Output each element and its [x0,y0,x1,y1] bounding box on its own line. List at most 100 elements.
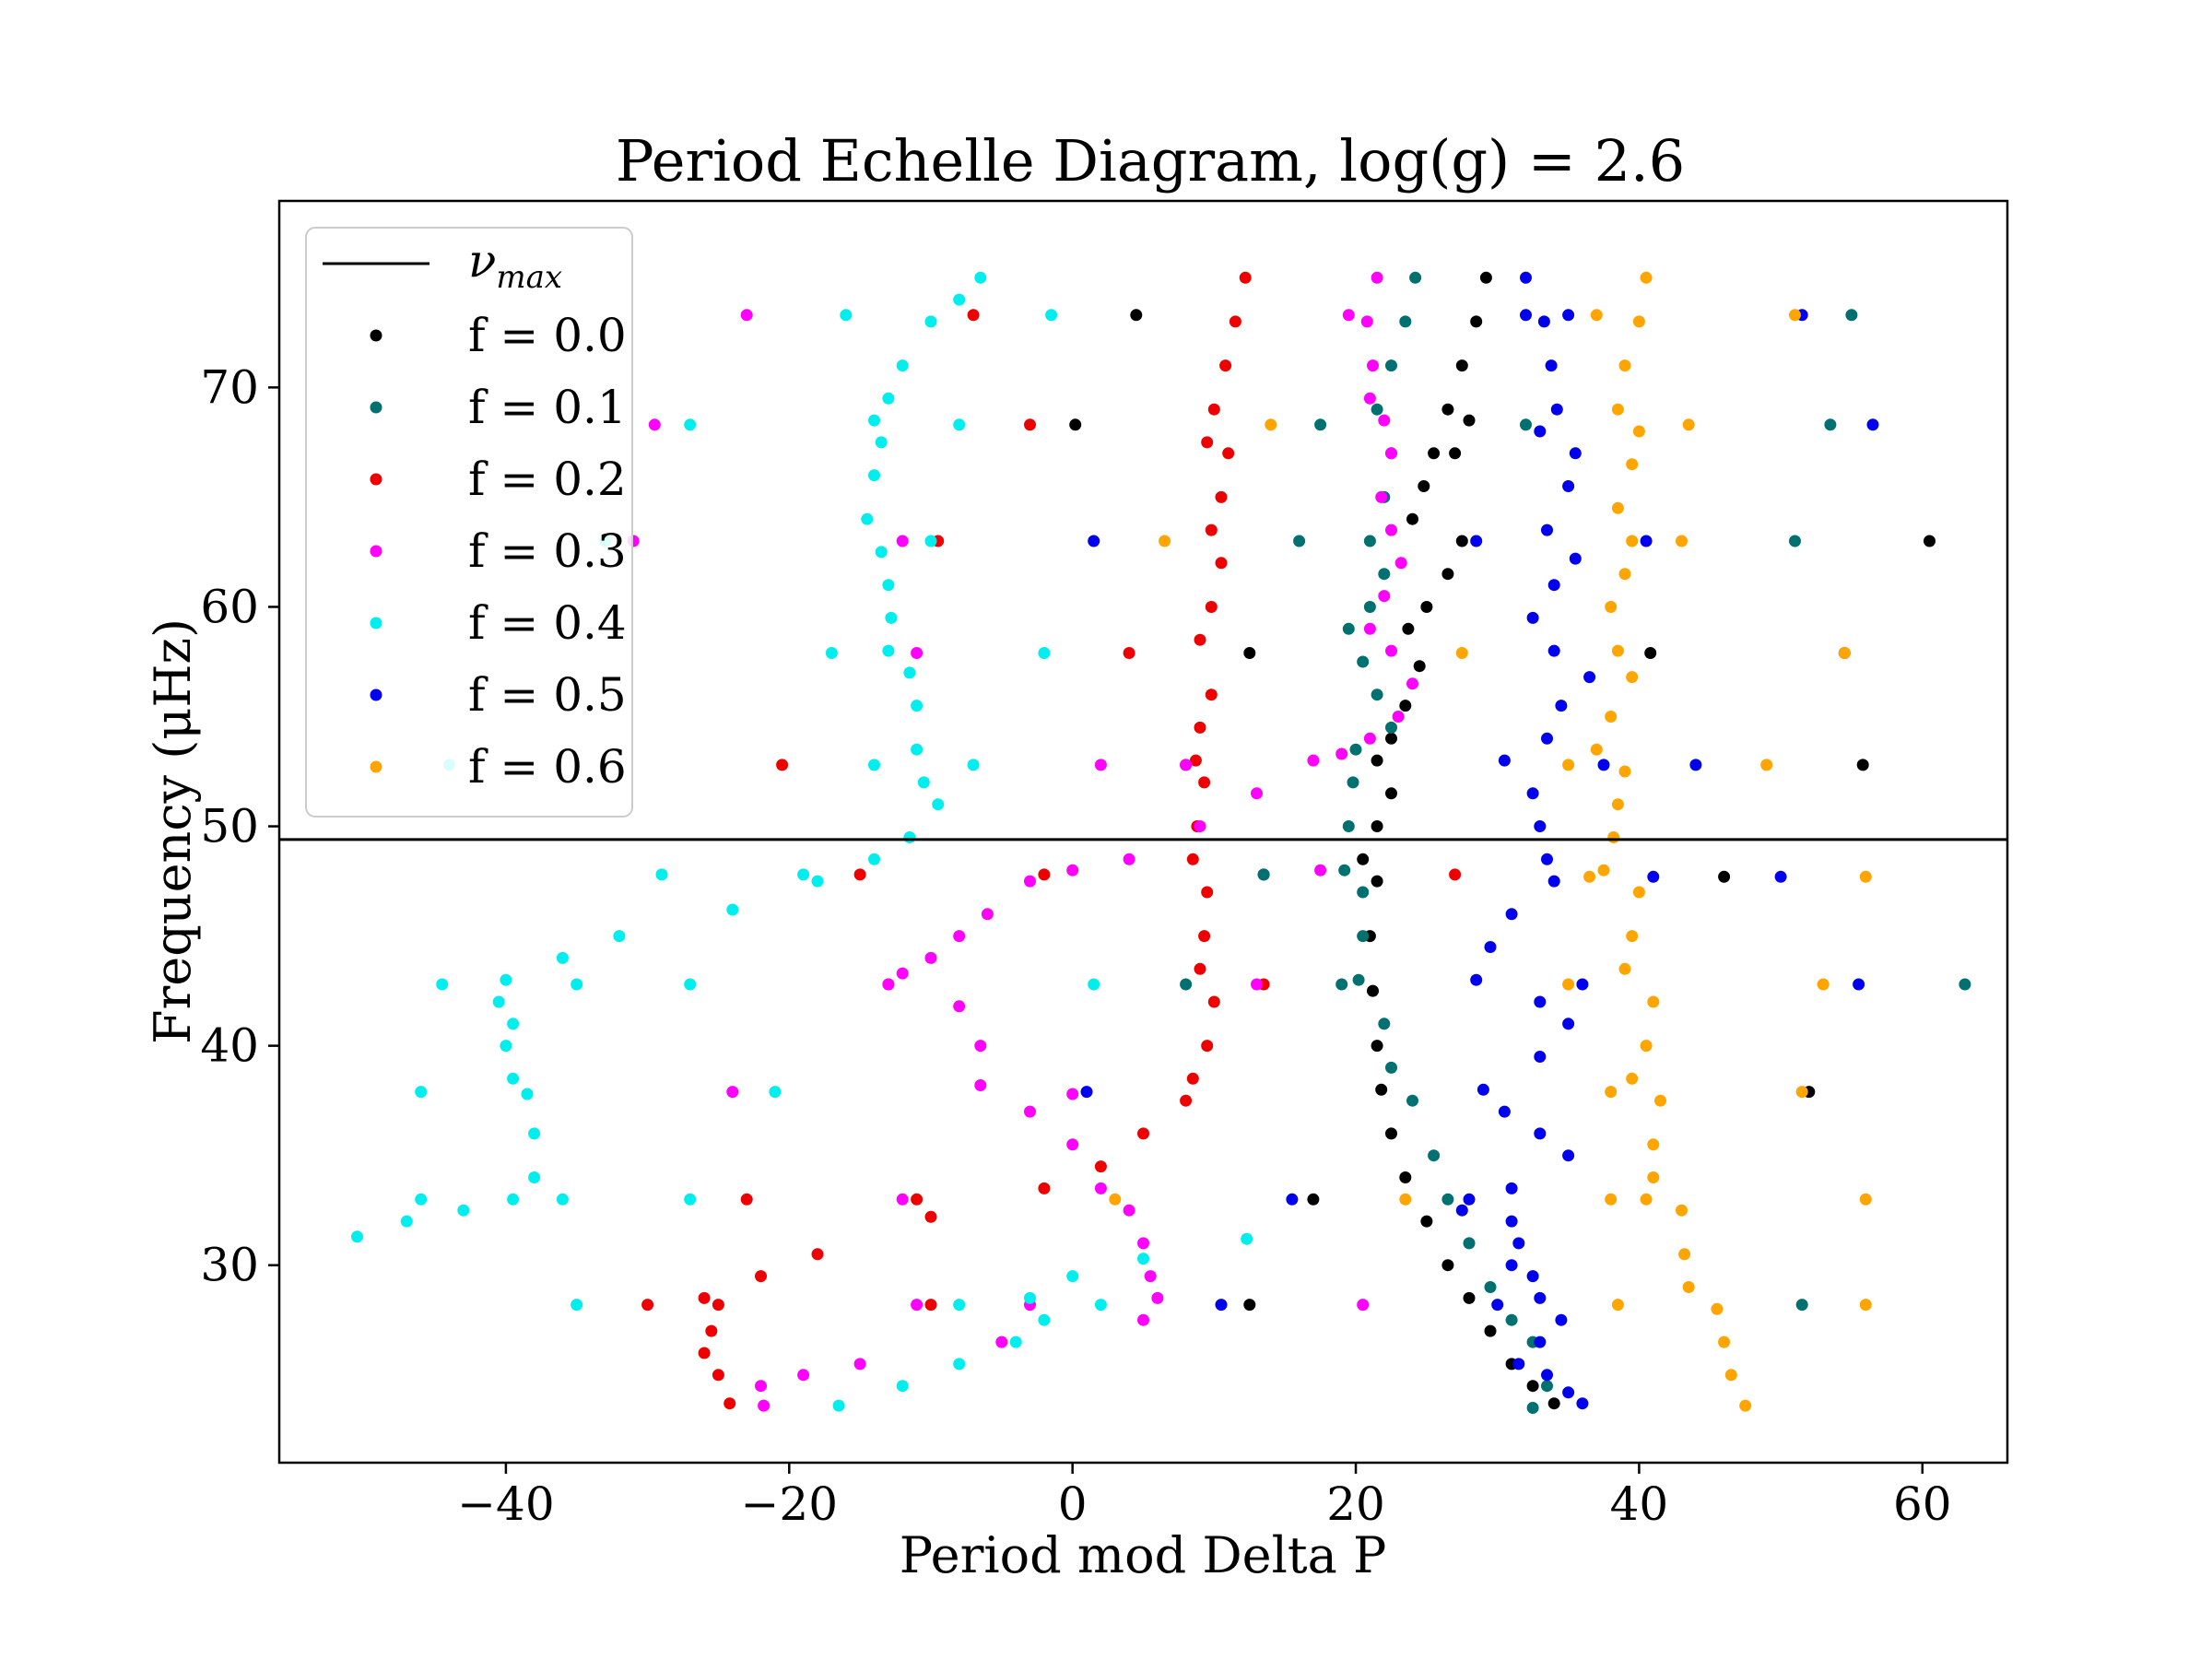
data-point [613,930,626,943]
data-point [1626,535,1639,547]
data-point [1520,271,1532,284]
legend-label: f = 0.5 [468,668,627,722]
data-point [1186,1072,1199,1085]
data-point [1526,1402,1539,1414]
legend-marker [370,545,382,558]
data-point [1484,1281,1497,1293]
data-point [797,1369,810,1382]
data-point [1795,1086,1808,1099]
data-point [1618,962,1631,975]
data-point [1676,535,1688,547]
data-point [1547,1397,1560,1410]
data-point [684,418,697,431]
data-point [1094,759,1107,771]
data-point [1357,853,1370,865]
data-point [655,868,668,881]
data-point [1526,1270,1539,1283]
data-point [861,512,874,525]
data-point [1219,359,1232,372]
data-point [875,436,888,449]
data-point [1505,1182,1518,1194]
data-point [1198,930,1211,943]
data-point [1420,1215,1433,1228]
data-point [1066,1138,1079,1151]
data-point [1838,647,1851,659]
data-point [1392,711,1405,723]
data-point [500,1040,512,1053]
data-point [1399,700,1412,712]
data-point [1959,978,1971,991]
data-point [924,315,937,328]
data-point [1024,875,1036,888]
data-point [911,1299,924,1312]
data-point [868,414,880,427]
data-point [571,978,583,991]
data-point [1080,1086,1093,1099]
data-point [528,1127,541,1140]
data-point [698,1347,711,1359]
data-point [1406,1094,1418,1107]
legend-label: f = 0.2 [468,453,627,506]
data-point [1357,1299,1370,1312]
data-point [1449,447,1462,460]
data-point [882,392,895,405]
data-point [1512,1358,1525,1371]
data-point [882,978,895,991]
data-point [1409,271,1422,284]
data-point [528,1171,541,1183]
data-point [924,535,937,547]
data-point [1385,721,1397,734]
data-point [726,903,739,916]
data-point [1547,875,1560,888]
data-point [1859,870,1872,883]
data-point [1194,633,1206,646]
data-point [1626,671,1639,684]
data-point [1856,759,1869,771]
data-point [1618,359,1631,372]
data-point [1455,647,1468,659]
data-point [507,1018,520,1030]
data-point [1562,1149,1575,1162]
data-point [1866,418,1879,431]
data-point [1562,480,1575,492]
data-point [1824,418,1837,431]
data-point [1534,820,1547,832]
data-point [953,930,966,943]
data-point [917,776,930,789]
data-point [1198,776,1211,789]
data-point [896,967,909,980]
data-point [953,418,966,431]
data-point [521,1088,534,1100]
data-point [1399,315,1412,328]
data-point [1644,647,1657,659]
data-point [1402,622,1415,635]
data-point [1357,930,1370,943]
data-point [1406,677,1418,690]
y-tick-label: 40 [200,1019,259,1073]
legend-nu-max-subscript: max [496,259,562,296]
data-point [1441,403,1454,416]
data-point [1676,1204,1688,1217]
data-point [1534,1335,1547,1348]
data-point [1066,1088,1079,1100]
data-point [1069,418,1082,431]
data-point [776,759,789,771]
data-point [1342,622,1355,635]
data-point [1562,1386,1575,1399]
data-point [1094,1160,1107,1173]
data-point [1151,1291,1164,1304]
data-point [1640,1193,1653,1206]
data-point [1378,568,1391,581]
data-point [875,546,888,559]
data-point [1205,688,1218,701]
data-point [1418,480,1430,492]
data-point [1243,1299,1256,1312]
data-point [1094,1182,1107,1194]
data-point [1853,978,1865,991]
data-point [1534,1127,1547,1140]
data-point [1215,490,1228,503]
data-point [1038,868,1051,881]
data-point [1194,820,1206,832]
data-point [1463,1237,1476,1250]
